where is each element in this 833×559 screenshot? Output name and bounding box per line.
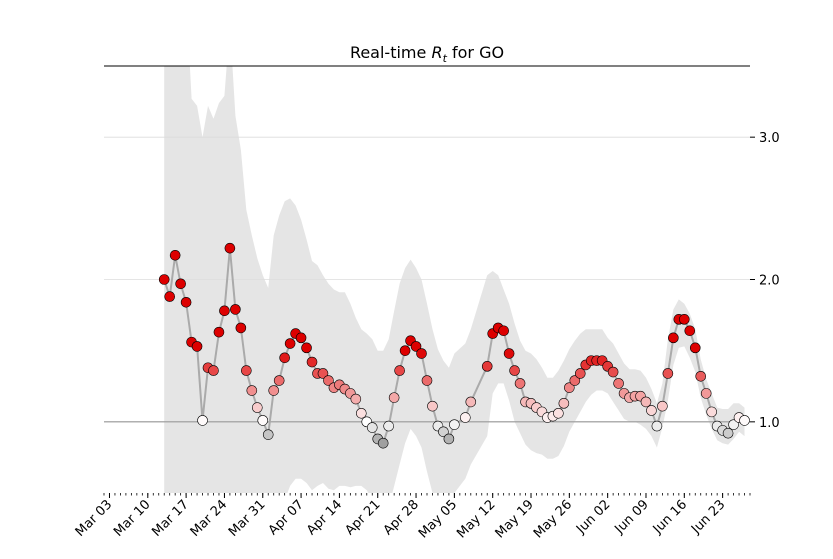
rt-point	[481, 361, 493, 372]
rt-point	[558, 398, 570, 409]
x-tick-label: Apr 21	[342, 497, 383, 538]
rt-point	[460, 412, 471, 423]
rt-point	[438, 426, 449, 438]
x-tick-label: May 05	[416, 497, 460, 541]
rt-point	[514, 378, 526, 389]
x-tick-label: Jun 23	[688, 497, 728, 537]
rt-point	[224, 242, 236, 254]
rt-point	[377, 437, 389, 449]
y-tick-label: 1.0	[759, 416, 780, 431]
rt-point	[284, 338, 296, 349]
rt-point	[574, 368, 586, 379]
rt-point	[158, 274, 170, 285]
rt-point	[208, 365, 219, 376]
rt-point	[273, 375, 285, 386]
rt-point	[706, 406, 717, 418]
rt-point	[569, 375, 581, 386]
rt-point	[388, 392, 400, 403]
rt-point	[268, 385, 280, 396]
rt-point	[180, 296, 192, 308]
rt-point	[295, 332, 307, 344]
rt-point	[383, 420, 394, 432]
rt-point	[169, 250, 181, 261]
rt-point	[356, 407, 367, 419]
x-tick-label: Jun 02	[573, 497, 613, 537]
rt-point	[739, 415, 750, 426]
rt-point	[241, 365, 252, 376]
rt-point	[646, 405, 657, 416]
x-tick-label: Mar 31	[226, 497, 269, 540]
rt-point	[394, 365, 405, 376]
title-subscript: t	[443, 52, 448, 65]
x-tick-label: Jun 16	[650, 497, 690, 537]
rt-point	[613, 378, 624, 389]
rt-point	[246, 385, 258, 396]
rt-point	[503, 348, 515, 359]
rt-point	[164, 291, 175, 302]
x-tick-label: May 26	[531, 497, 575, 541]
rt-point	[668, 332, 679, 344]
y-tick-label: 3.0	[759, 131, 780, 146]
rt-point	[251, 402, 263, 413]
x-tick-label: Apr 07	[266, 497, 307, 538]
rt-point	[230, 304, 241, 315]
title-text: for GO	[447, 43, 504, 62]
rt-point	[553, 407, 564, 419]
rt-point	[640, 396, 652, 408]
rt-point	[191, 341, 203, 352]
rt-point	[257, 415, 269, 426]
rt-point	[317, 368, 329, 379]
rt-point	[564, 382, 575, 393]
x-tick-label: Apr 28	[381, 497, 422, 538]
rt-point	[350, 393, 362, 405]
x-tick-label: Mar 24	[188, 497, 231, 540]
rt-point	[700, 388, 712, 399]
rt-point	[416, 348, 427, 359]
rt-point	[399, 345, 411, 356]
rt-point	[235, 322, 247, 334]
x-tick-label: Apr 14	[304, 497, 345, 538]
rt-point	[213, 326, 225, 338]
x-tick-label: Mar 17	[149, 497, 192, 540]
rt-point	[175, 278, 186, 290]
rt-point	[684, 325, 696, 337]
chart-title: Real-time Rt for GO	[350, 43, 504, 65]
rt-point	[443, 433, 455, 445]
x-tick-label: May 12	[454, 497, 498, 541]
rt-point	[421, 375, 433, 386]
rt-point	[607, 366, 619, 378]
rt-point	[465, 396, 477, 408]
title-text: Real-time	[350, 43, 432, 62]
rt-point	[262, 429, 274, 440]
x-tick-label: Mar 10	[111, 497, 154, 540]
rt-point	[695, 370, 707, 382]
x-tick-label: Jun 09	[612, 497, 652, 537]
rt-point	[410, 341, 422, 352]
rt-point	[679, 314, 690, 325]
rt-point	[301, 342, 312, 354]
x-tick-label: May 19	[493, 497, 537, 541]
rt-point	[279, 352, 290, 364]
rt-point	[306, 356, 318, 368]
rt-point	[427, 400, 438, 412]
rt-point	[449, 419, 460, 430]
y-tick-label: 2.0	[759, 274, 780, 289]
rt-point	[366, 422, 378, 433]
rt-point	[509, 365, 520, 376]
rt-point	[323, 375, 334, 386]
rt-point	[498, 325, 509, 337]
rt-point	[662, 368, 674, 379]
x-tick-label: Mar 03	[73, 497, 116, 540]
rt-point	[722, 427, 734, 439]
confidence-band	[164, 66, 745, 493]
rt-point	[219, 305, 230, 317]
rt-point	[651, 420, 663, 432]
rt-point	[657, 400, 668, 412]
rt-point	[728, 419, 739, 430]
rt-point	[197, 415, 208, 426]
plot-area	[104, 66, 750, 493]
title-symbol: R	[431, 43, 442, 62]
rt-point	[689, 342, 701, 354]
